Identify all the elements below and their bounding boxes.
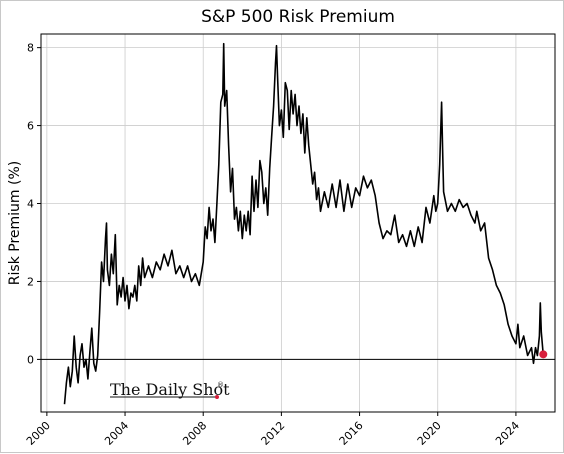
- plot-area-border: [40, 33, 556, 413]
- y-tick-label: 0: [27, 353, 34, 366]
- logo-dot: [215, 395, 219, 399]
- x-tick-label: 2016: [337, 419, 366, 448]
- x-tick-label: 2000: [24, 419, 53, 448]
- y-tick-label: 6: [27, 120, 34, 133]
- x-tick-label: 2020: [415, 419, 444, 448]
- x-tick-label: 2004: [102, 419, 131, 448]
- y-axis-ticks: 0 2 4 6 8: [27, 42, 41, 366]
- x-tick-label: 2024: [493, 419, 522, 448]
- x-tick-label: 2012: [259, 419, 288, 448]
- y-tick-label: 4: [27, 198, 34, 211]
- latest-value-marker: [539, 350, 548, 359]
- x-axis-ticks: 2000 2004 2008 2012 2016 2020 2024: [24, 412, 522, 448]
- grid: [41, 34, 555, 412]
- x-tick-label: 2008: [180, 419, 209, 448]
- chart-title: S&P 500 Risk Premium: [201, 7, 395, 27]
- the-daily-shot-logo: The Daily Shot ®: [110, 380, 230, 399]
- y-tick-label: 2: [27, 275, 34, 288]
- risk-premium-series-line: [63, 42, 545, 405]
- y-axis-label: Risk Premium (%): [7, 161, 23, 285]
- logo-text: The Daily Shot: [110, 380, 230, 399]
- y-tick-label: 8: [27, 42, 34, 55]
- logo-registered-mark: ®: [217, 381, 224, 389]
